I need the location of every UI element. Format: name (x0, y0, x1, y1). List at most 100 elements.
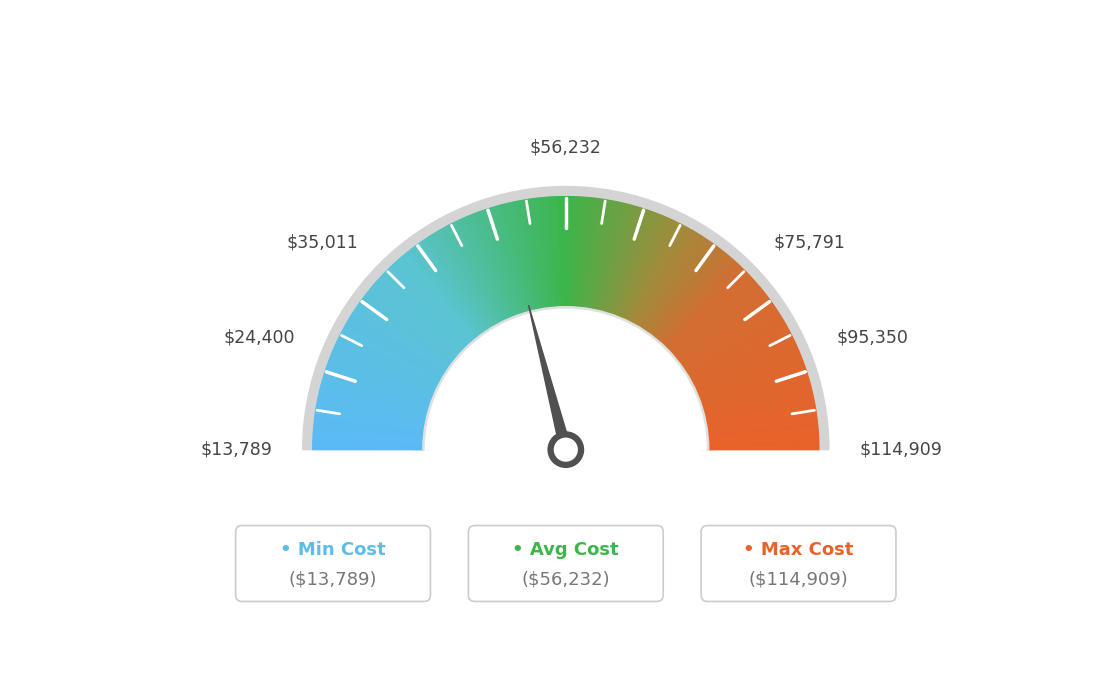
Wedge shape (312, 448, 424, 450)
Wedge shape (707, 420, 817, 433)
Wedge shape (572, 197, 578, 308)
Wedge shape (521, 200, 542, 310)
Wedge shape (317, 404, 426, 425)
Wedge shape (333, 349, 436, 394)
Wedge shape (646, 241, 711, 333)
Wedge shape (315, 421, 425, 435)
Wedge shape (365, 295, 454, 364)
Wedge shape (569, 197, 572, 308)
Wedge shape (708, 439, 819, 444)
Wedge shape (394, 263, 470, 346)
Wedge shape (668, 275, 751, 353)
Text: • Min Cost: • Min Cost (280, 540, 386, 559)
Wedge shape (578, 197, 590, 308)
Wedge shape (425, 239, 488, 332)
Wedge shape (707, 421, 817, 435)
Wedge shape (399, 259, 473, 344)
Wedge shape (567, 197, 571, 308)
Wedge shape (358, 305, 449, 369)
Wedge shape (312, 439, 424, 444)
Wedge shape (620, 216, 665, 319)
Wedge shape (691, 331, 789, 384)
Wedge shape (640, 235, 700, 330)
Wedge shape (316, 407, 426, 426)
Circle shape (548, 432, 584, 467)
Wedge shape (535, 198, 550, 309)
Wedge shape (702, 384, 810, 413)
Wedge shape (702, 377, 809, 410)
Wedge shape (665, 268, 744, 349)
Wedge shape (670, 279, 753, 355)
Wedge shape (654, 252, 724, 339)
Wedge shape (633, 226, 687, 325)
Wedge shape (624, 219, 670, 321)
Wedge shape (414, 246, 481, 336)
Wedge shape (708, 446, 819, 448)
Wedge shape (645, 239, 708, 333)
Wedge shape (418, 243, 484, 335)
Wedge shape (691, 333, 792, 385)
Wedge shape (651, 248, 720, 337)
Wedge shape (314, 432, 424, 441)
Wedge shape (323, 376, 431, 409)
Wedge shape (705, 410, 816, 428)
Wedge shape (439, 230, 496, 327)
Wedge shape (314, 431, 425, 440)
Wedge shape (329, 359, 434, 400)
Wedge shape (493, 207, 527, 314)
Wedge shape (684, 311, 778, 373)
Wedge shape (566, 197, 569, 308)
Wedge shape (704, 393, 813, 419)
Wedge shape (432, 235, 491, 330)
Wedge shape (577, 197, 588, 308)
Wedge shape (583, 199, 597, 309)
Wedge shape (671, 280, 754, 355)
Wedge shape (352, 313, 447, 374)
Wedge shape (556, 197, 561, 308)
Wedge shape (371, 287, 457, 359)
Wedge shape (694, 345, 797, 392)
Wedge shape (508, 203, 534, 312)
Wedge shape (343, 328, 442, 382)
Wedge shape (585, 199, 603, 309)
Wedge shape (609, 209, 646, 315)
Wedge shape (615, 213, 656, 317)
Wedge shape (408, 250, 478, 339)
Wedge shape (570, 197, 574, 308)
Wedge shape (554, 197, 561, 308)
Wedge shape (704, 396, 814, 420)
Wedge shape (353, 311, 447, 373)
Text: ($114,909): ($114,909) (749, 571, 849, 589)
Wedge shape (416, 245, 482, 335)
Wedge shape (696, 346, 797, 393)
Wedge shape (614, 212, 652, 317)
Wedge shape (350, 315, 446, 375)
Wedge shape (323, 375, 431, 408)
Wedge shape (705, 408, 816, 428)
Wedge shape (523, 200, 543, 310)
Wedge shape (388, 268, 467, 349)
Wedge shape (363, 297, 453, 365)
Wedge shape (361, 299, 452, 366)
Wedge shape (707, 426, 818, 437)
Wedge shape (396, 261, 471, 344)
Wedge shape (679, 297, 768, 365)
Wedge shape (407, 252, 478, 339)
Wedge shape (691, 332, 790, 384)
Wedge shape (316, 408, 426, 428)
Wedge shape (527, 199, 544, 310)
Wedge shape (362, 298, 453, 366)
Wedge shape (658, 258, 732, 343)
Wedge shape (678, 296, 767, 364)
Wedge shape (675, 288, 762, 360)
Text: $75,791: $75,791 (773, 233, 846, 251)
Wedge shape (349, 318, 445, 377)
Wedge shape (332, 351, 435, 395)
Wedge shape (465, 217, 510, 319)
Wedge shape (680, 301, 772, 367)
Wedge shape (481, 210, 520, 316)
Wedge shape (490, 208, 524, 315)
Wedge shape (374, 284, 459, 357)
Wedge shape (342, 329, 442, 383)
Wedge shape (608, 208, 643, 315)
